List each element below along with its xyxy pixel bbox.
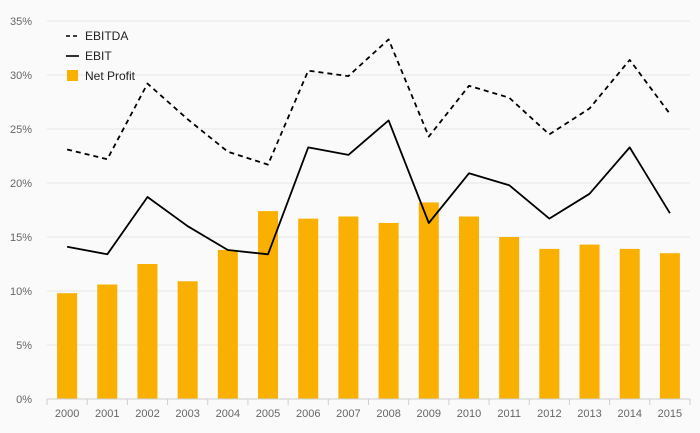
legend-swatch-net-profit [67, 70, 78, 81]
y-tick-label: 20% [10, 178, 32, 190]
net-profit-bar [579, 244, 600, 399]
legend: EBITDA EBIT Net Profit [66, 29, 136, 83]
x-tick-label: 2006 [296, 408, 320, 420]
net-profit-bar [217, 249, 238, 399]
legend-label-net-profit: Net Profit [85, 69, 136, 83]
x-tick-label: 2012 [537, 408, 561, 420]
y-tick-label: 15% [10, 232, 32, 244]
x-axis: 2000 2001 2002 2003 2004 2005 2006 2007 2008 2009… [46, 398, 691, 420]
legend-item-ebitda: EBITDA [66, 29, 128, 43]
x-tick-label: 2015 [658, 408, 682, 420]
y-tick-label: 0% [16, 394, 32, 406]
net-profit-bar [418, 202, 439, 399]
ebit-line [66, 119, 671, 256]
line-series [66, 38, 671, 256]
legend-item-net-profit: Net Profit [67, 69, 136, 83]
net-profit-bar [338, 216, 359, 399]
net-profit-bar [619, 248, 640, 399]
x-tick-label: 2003 [175, 408, 199, 420]
net-profit-bar [258, 211, 279, 399]
y-tick-label: 25% [10, 124, 32, 136]
x-tick-label: 2008 [376, 408, 400, 420]
x-tick-label: 2000 [55, 408, 79, 420]
x-tick-label: 2007 [336, 408, 360, 420]
y-tick-label: 5% [16, 340, 32, 352]
x-tick-label: 2005 [256, 408, 280, 420]
x-tick-label: 2009 [417, 408, 441, 420]
x-tick-label: 2002 [135, 408, 159, 420]
legend-item-ebit: EBIT [66, 49, 112, 63]
net-profit-bar [177, 281, 198, 399]
legend-label-ebit: EBIT [85, 49, 112, 63]
x-tick-label: 2001 [95, 408, 119, 420]
x-tick-label: 2010 [457, 408, 481, 420]
net-profit-bar [499, 237, 520, 399]
y-axis-ticks: 0% 5% 10% 15% 20% 25% 30% 35% [10, 16, 32, 406]
y-tick-label: 30% [10, 70, 32, 82]
ebitda-line [66, 38, 671, 166]
net-profit-bar [378, 222, 399, 399]
net-profit-bar [137, 264, 158, 399]
x-tick-label: 2014 [617, 408, 641, 420]
legend-label-ebitda: EBITDA [85, 29, 128, 43]
net-profit-bar [298, 218, 319, 399]
net-profit-bars [57, 202, 680, 399]
net-profit-bar [458, 216, 479, 399]
net-profit-bar [539, 248, 560, 399]
y-tick-label: 10% [10, 286, 32, 298]
net-profit-bar [659, 253, 680, 399]
x-tick-label: 2011 [497, 408, 521, 420]
x-tick-label: 2004 [216, 408, 240, 420]
net-profit-bar [97, 284, 118, 399]
net-profit-bar [57, 293, 78, 399]
y-tick-label: 35% [10, 16, 32, 28]
x-tick-label: 2013 [577, 408, 601, 420]
